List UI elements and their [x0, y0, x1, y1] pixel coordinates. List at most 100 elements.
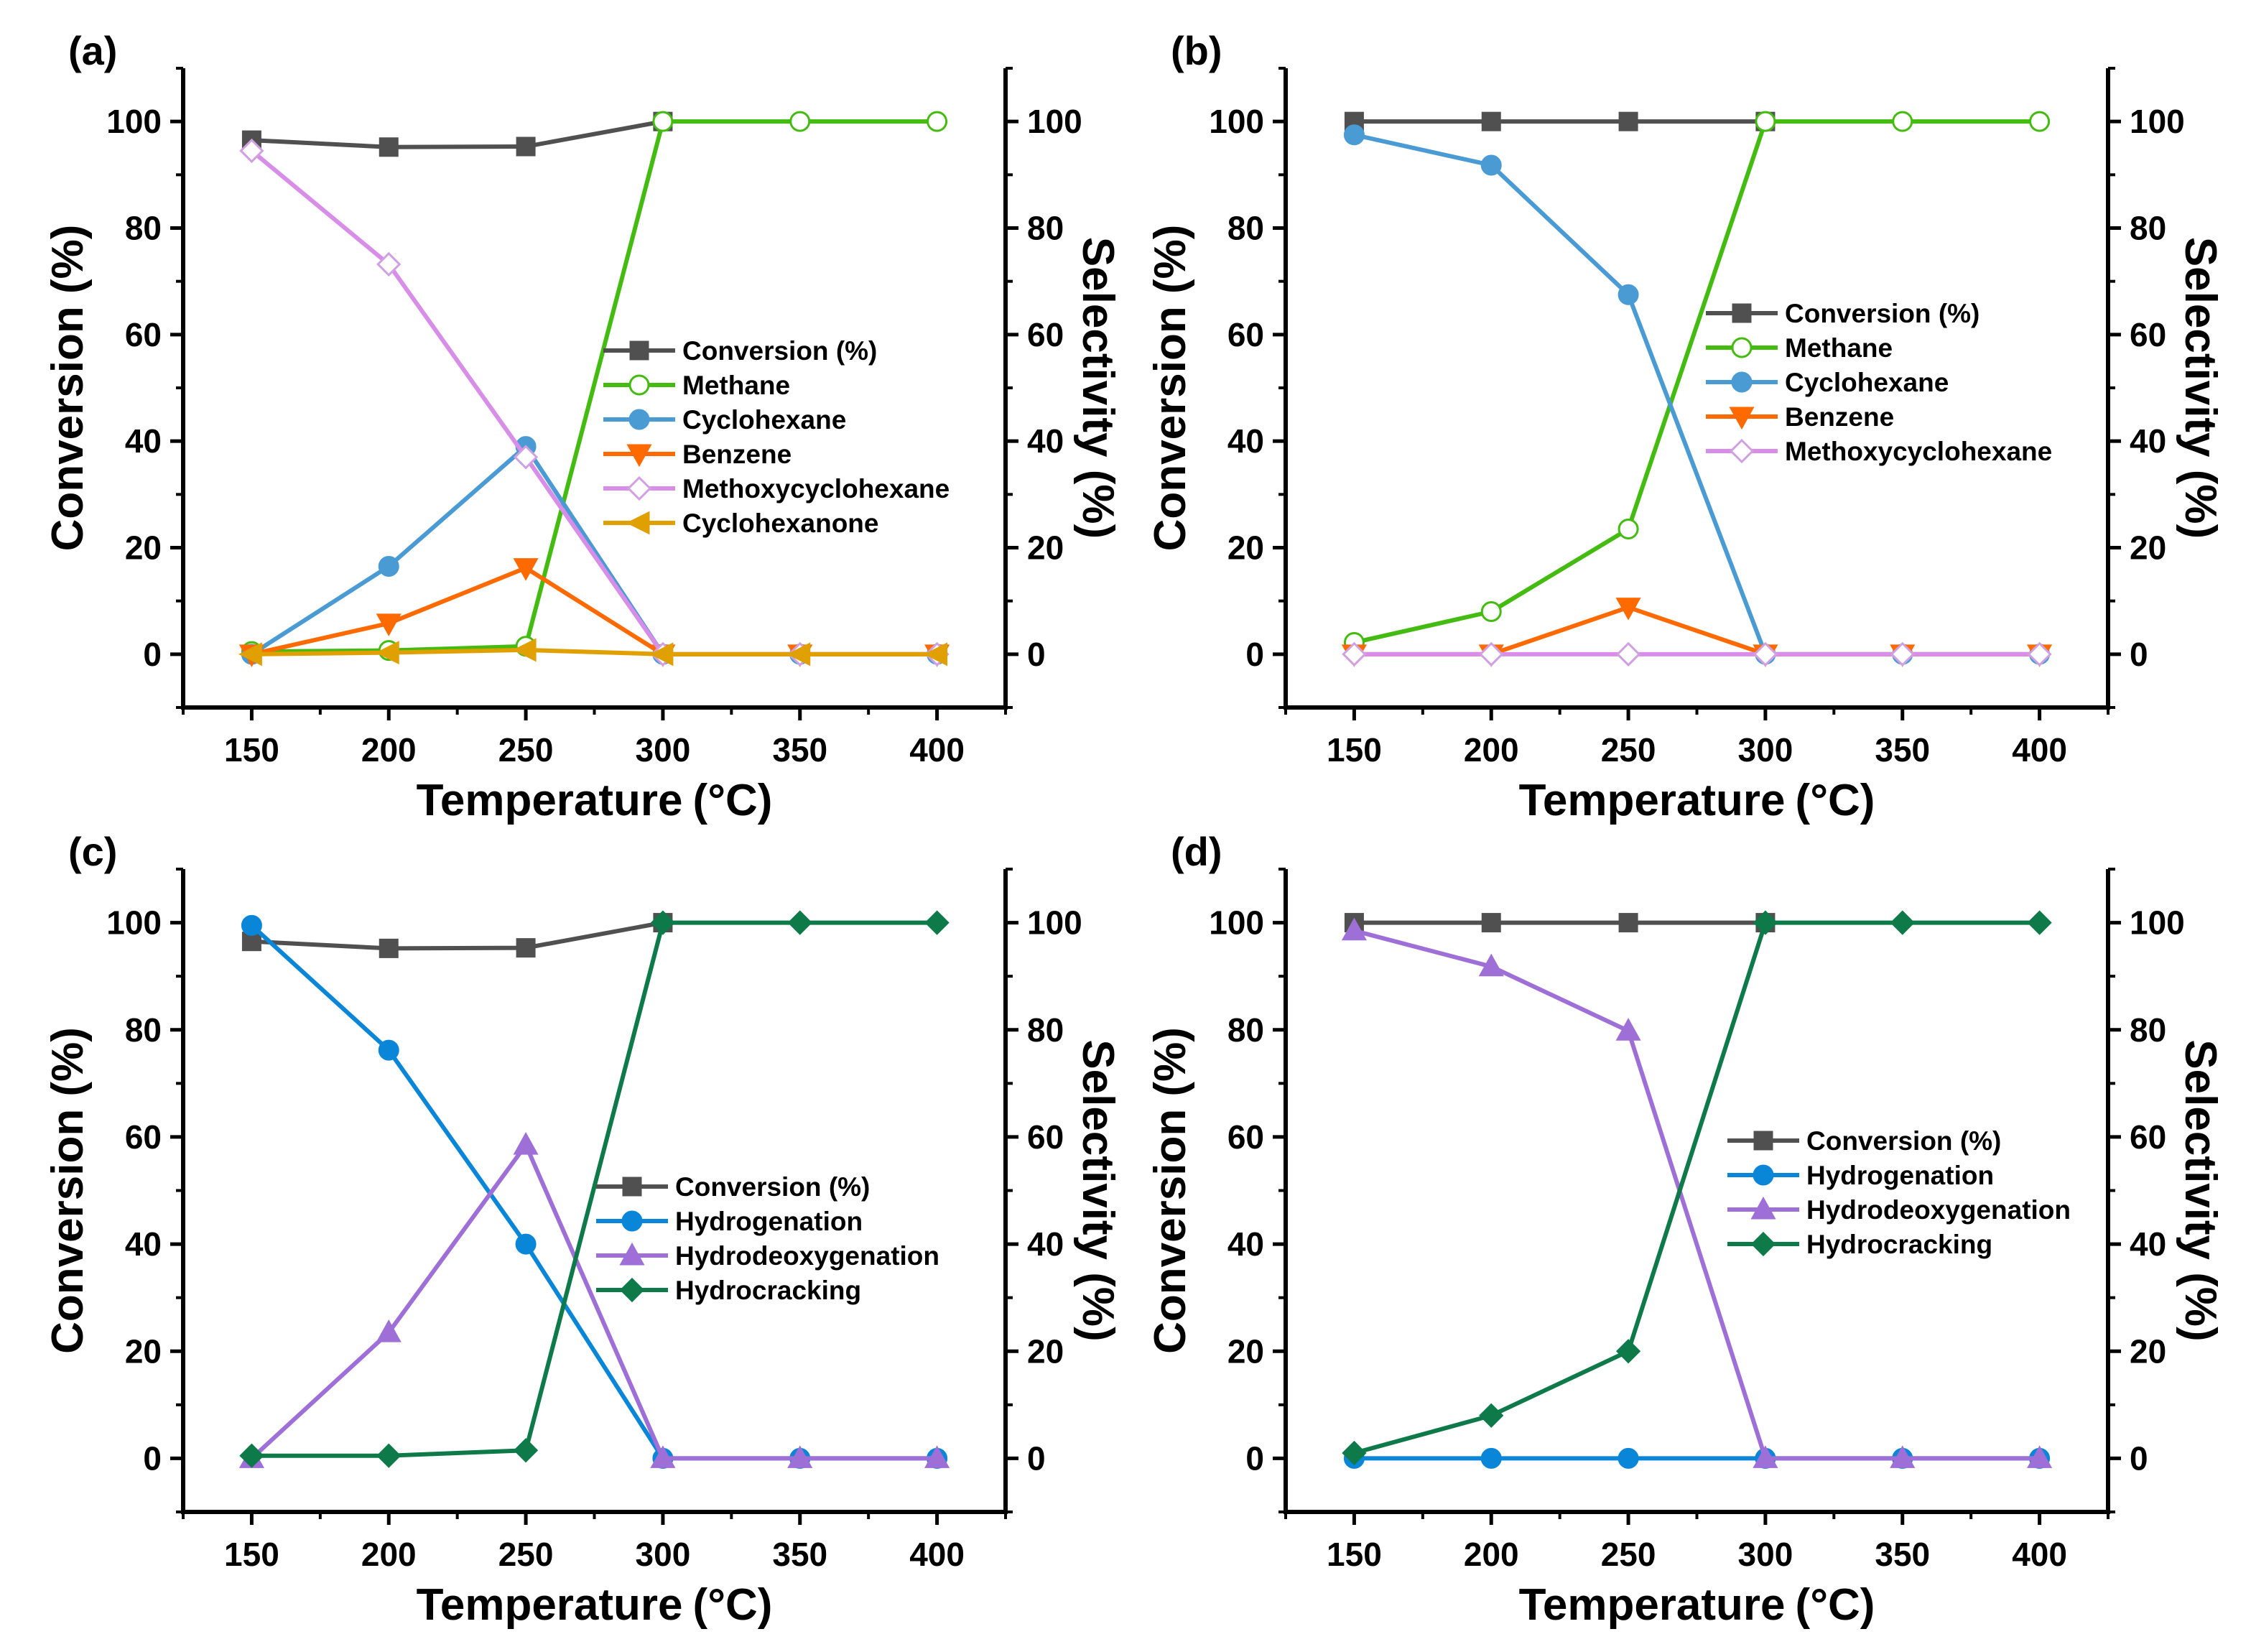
legend-label: Methane: [1785, 333, 1893, 363]
data-point: [1615, 641, 1641, 667]
legend-item: Hydrogenation: [1727, 1161, 1994, 1190]
x-axis-title: Temperature (°C): [417, 776, 773, 825]
legend-marker: [1732, 303, 1752, 323]
legend-label: Benzene: [682, 440, 792, 469]
y2-axis-title: Selectivity (%): [2176, 237, 2225, 539]
legend-marker: [628, 374, 650, 396]
y-axis-title: Conversion (%): [43, 225, 93, 552]
y-tick-label: 20: [125, 1332, 162, 1370]
x-axis-title-text: Temperature: [1519, 1580, 1786, 1630]
legend-item: Hydrocracking: [1727, 1230, 1992, 1259]
y2-axis-title: Selectivity (%): [1073, 237, 1123, 539]
data-point: [376, 251, 402, 277]
legend-label: Benzene: [1785, 402, 1894, 432]
legend-item: Cyclohexane: [603, 405, 846, 435]
chart-panel: 0 0 20 20 40 40 60 60 80 80 100 100 150 200 250 300 350 4…: [1146, 829, 2225, 1630]
data-point: [379, 938, 399, 958]
y-tick-label: 40: [125, 1225, 162, 1263]
data-point: [379, 137, 399, 157]
data-point: [1481, 111, 1501, 131]
legend-marker: [626, 444, 652, 468]
data-point: [652, 111, 674, 132]
legend-label: Hydrodeoxygenation: [1806, 1195, 2071, 1225]
x-axis-title-unit: (°C): [1796, 776, 1875, 825]
series-line: [1353, 928, 2040, 1461]
series-line: [251, 920, 664, 951]
series-hydrocracking: [1342, 910, 2052, 1466]
data-point: [1342, 641, 1367, 667]
data-point: [238, 642, 262, 667]
x-tick-label: 150: [1327, 1536, 1382, 1573]
y2-tick-label: 100: [1027, 904, 1082, 942]
data-point: [512, 638, 537, 662]
y2-tick-label: 20: [2130, 1332, 2166, 1370]
y-tick-label: 80: [125, 210, 162, 247]
y-tick-label: 20: [125, 529, 162, 567]
legend-marker: [629, 340, 649, 361]
legend-marker: [621, 1210, 643, 1232]
legend-marker: [626, 475, 652, 501]
y2-tick-label: 0: [2130, 1439, 2148, 1477]
y2-tick-label: 100: [2130, 904, 2185, 942]
x-axis-title: Temperature (°C): [1519, 776, 1875, 825]
x-tick-label: 350: [772, 1536, 827, 1573]
legend-item: Hydrodeoxygenation: [596, 1241, 939, 1271]
legend: Conversion (%) Hydrogenation Hydrodeoxygen…: [1727, 1126, 2071, 1259]
legend-item: Methoxycyclohexane: [603, 474, 950, 504]
y2-tick-label: 0: [2130, 636, 2148, 673]
legend-label: Hydrogenation: [675, 1207, 863, 1236]
legend: Conversion (%) Hydrogenation Hydrodeoxygen…: [596, 1172, 939, 1305]
legend-label: Hydrocracking: [675, 1276, 861, 1305]
data-point: [1890, 641, 1915, 667]
y2-axis-title: Selectivity (%): [1073, 1039, 1123, 1341]
data-point: [1618, 913, 1638, 933]
legend-marker: [1753, 1164, 1774, 1186]
data-point: [513, 1132, 539, 1155]
y2-tick-label: 80: [1027, 1011, 1064, 1049]
legend-marker: [1729, 438, 1755, 464]
y2-tick-label: 60: [2130, 316, 2166, 353]
data-point: [1343, 124, 1365, 146]
y2-tick-label: 0: [1027, 1439, 1046, 1477]
data-point: [1753, 641, 1778, 667]
data-point: [2027, 910, 2052, 935]
x-axis-title-unit: (°C): [693, 776, 773, 825]
data-point: [2027, 1445, 2053, 1468]
legend-label: Cyclohexane: [1785, 368, 1949, 397]
y2-tick-label: 20: [1027, 529, 1064, 567]
legend-marker: [622, 1177, 642, 1197]
y-tick-label: 60: [1227, 1118, 1264, 1156]
data-point: [239, 138, 264, 164]
legend-label: Hydrogenation: [1806, 1161, 1994, 1190]
data-point: [378, 1039, 399, 1061]
panel-label: (c): [68, 829, 117, 874]
legend-label: Cyclohexane: [682, 405, 846, 435]
data-point: [650, 1445, 676, 1468]
x-axis-title-text: Temperature: [417, 776, 683, 825]
data-point: [375, 641, 399, 665]
legend-marker: [619, 1277, 645, 1303]
legend-label: Methane: [682, 371, 790, 400]
x-axis-title-text: Temperature: [417, 1580, 683, 1630]
x-tick-label: 150: [1327, 731, 1382, 769]
data-point: [1342, 1440, 1367, 1466]
x-tick-label: 400: [2012, 731, 2067, 769]
data-point: [1755, 111, 1776, 132]
data-point: [787, 1445, 813, 1468]
legend-item: Benzene: [1706, 402, 1894, 432]
data-point: [513, 445, 539, 470]
legend-marker: [1731, 371, 1753, 393]
legend-label: Conversion (%): [675, 1172, 870, 1202]
data-point: [1479, 641, 1504, 667]
legend-item: Hydrogenation: [596, 1207, 863, 1236]
x-axis-title-text: Temperature: [1519, 776, 1786, 825]
data-point: [1481, 913, 1501, 933]
x-tick-label: 200: [1464, 1536, 1519, 1573]
data-point: [1480, 154, 1502, 176]
x-tick-label: 400: [2012, 1536, 2067, 1573]
legend-marker: [619, 1242, 645, 1266]
x-tick-label: 200: [1464, 731, 1519, 769]
x-tick-label: 250: [498, 1536, 554, 1573]
panel-label: (b): [1171, 28, 1222, 73]
x-tick-label: 250: [1601, 731, 1656, 769]
